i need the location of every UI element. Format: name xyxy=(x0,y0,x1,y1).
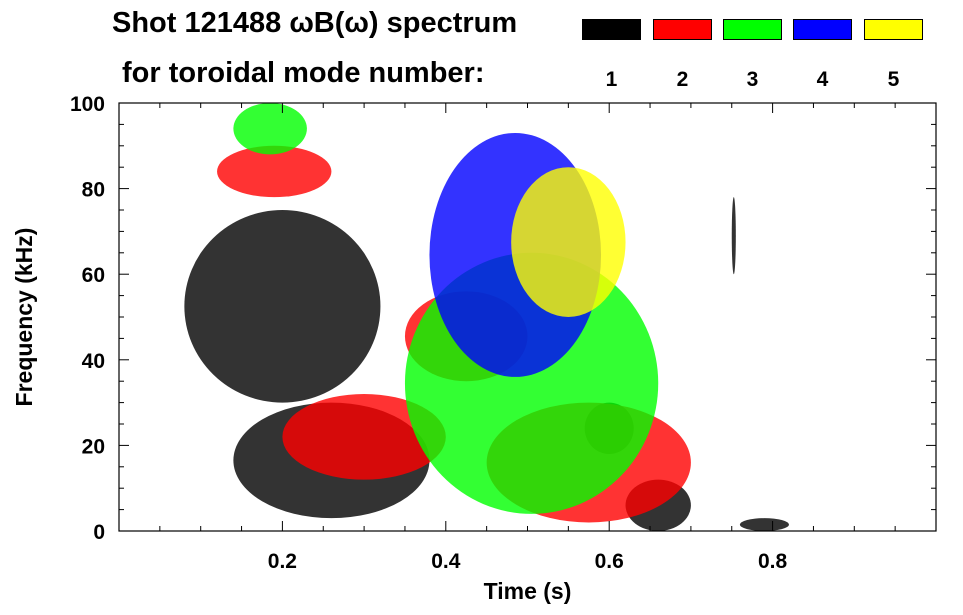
region-mode-2-1 xyxy=(217,145,332,198)
y-tick-label: 20 xyxy=(82,435,105,458)
x-tick-label: 0.8 xyxy=(758,550,788,573)
legend-label-mode-2: 2 xyxy=(676,68,689,91)
legend-label-mode-3: 3 xyxy=(746,68,759,91)
region-mode-1-1 xyxy=(184,209,381,403)
x-axis-title: Time (s) xyxy=(484,578,572,604)
region-mode-1-6 xyxy=(739,518,789,532)
legend-swatch-mode-1 xyxy=(582,19,641,40)
region-mode-1-5 xyxy=(731,197,736,275)
chart-title: Shot 121488 ωB(ω) spectrum xyxy=(112,7,518,39)
legend-label-mode-5: 5 xyxy=(887,68,900,91)
y-tick-label: 60 xyxy=(82,264,105,287)
legend-swatch-mode-5 xyxy=(864,19,923,40)
x-tick-label: 0.4 xyxy=(431,550,461,573)
y-tick-label: 40 xyxy=(82,350,105,373)
region-mode-5-1 xyxy=(511,167,626,317)
spectrum-regions xyxy=(184,102,789,532)
legend-label-mode-1: 1 xyxy=(605,68,618,91)
x-tick-label: 0.6 xyxy=(595,550,624,573)
y-tick-label: 0 xyxy=(93,521,105,544)
y-axis-title: Frequency (kHz) xyxy=(11,228,37,407)
chart-subtitle: for toroidal mode number: xyxy=(122,57,485,89)
axis-tick-labels: 0.2 0.4 0.6 0.8 0 20 40 60 80 100 xyxy=(70,93,788,573)
legend-label-mode-4: 4 xyxy=(816,68,829,91)
legend-swatch-mode-2 xyxy=(653,19,712,40)
y-tick-label: 80 xyxy=(82,179,105,202)
y-tick-label: 100 xyxy=(70,93,105,116)
x-tick-label: 0.2 xyxy=(268,550,297,573)
legend-swatch-mode-3 xyxy=(723,19,782,40)
legend-swatch-mode-4 xyxy=(793,19,852,40)
axis-ticks xyxy=(119,102,936,532)
region-mode-2-2 xyxy=(282,394,446,480)
region-mode-3-1 xyxy=(233,102,307,155)
